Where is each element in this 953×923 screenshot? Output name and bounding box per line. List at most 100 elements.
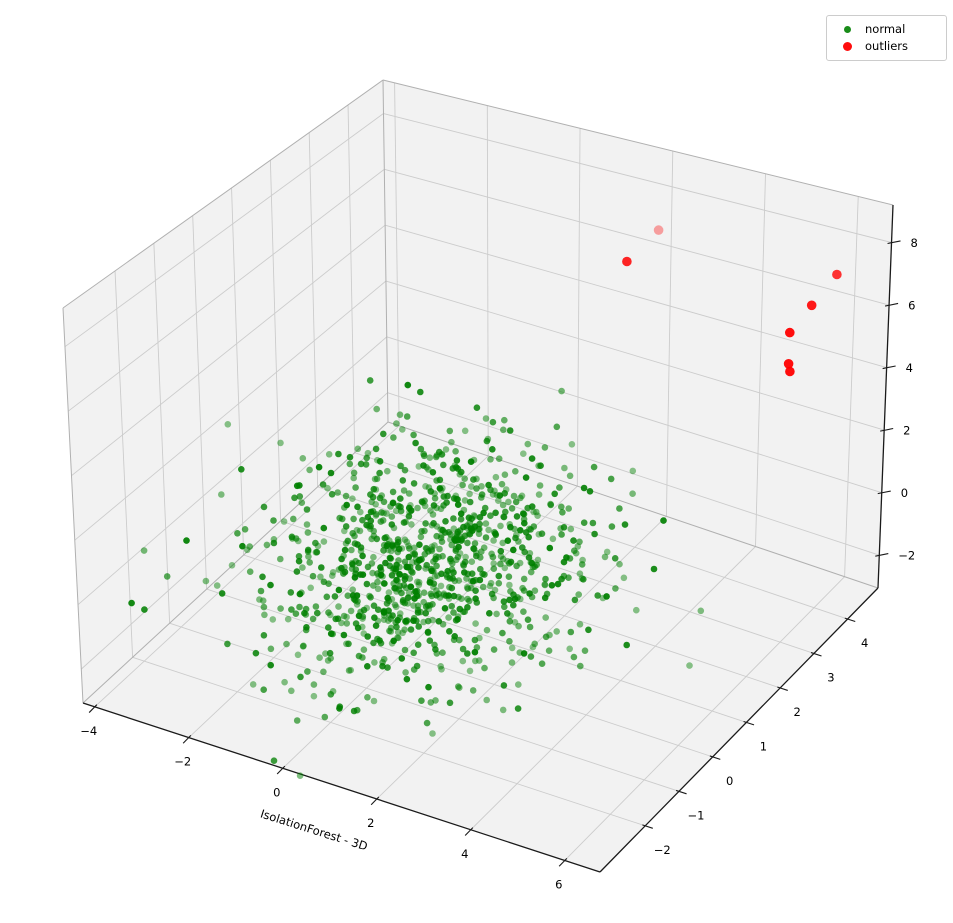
normal-point xyxy=(428,592,436,600)
normal-point xyxy=(447,531,454,538)
box-edge xyxy=(62,307,84,704)
outlier-point xyxy=(785,327,795,338)
normal-point xyxy=(490,594,497,602)
normal-point xyxy=(493,610,500,618)
normal-point xyxy=(303,521,311,528)
normal-point xyxy=(490,565,498,572)
normal-point xyxy=(450,569,457,576)
normal-point xyxy=(414,578,421,586)
normal-point xyxy=(417,608,424,616)
normal-point xyxy=(557,525,564,532)
normal-point xyxy=(270,757,278,764)
normal-point xyxy=(415,581,423,589)
normal-point xyxy=(410,649,418,657)
normal-point xyxy=(380,430,387,438)
normal-point xyxy=(228,562,236,569)
normal-point xyxy=(517,527,524,534)
normal-point xyxy=(527,526,534,533)
normal-point xyxy=(375,572,382,580)
y-tick xyxy=(642,824,653,829)
normal-point xyxy=(356,527,364,535)
normal-point xyxy=(461,427,469,435)
grid-line-y-floor xyxy=(206,588,713,758)
normal-point xyxy=(402,669,409,676)
z-tick-label: 6 xyxy=(908,299,915,313)
normal-point xyxy=(566,555,574,562)
normal-point xyxy=(267,661,275,669)
normal-point xyxy=(378,509,385,516)
normal-point xyxy=(466,597,473,605)
normal-point xyxy=(411,544,418,552)
box-edge xyxy=(62,79,384,309)
normal-point xyxy=(260,686,268,693)
normal-point xyxy=(421,497,428,505)
normal-point xyxy=(335,603,342,610)
normal-point xyxy=(403,675,411,683)
z-tick-label: 2 xyxy=(903,424,910,438)
normal-point xyxy=(304,668,311,675)
normal-point xyxy=(558,575,565,583)
normal-point xyxy=(571,596,579,604)
normal-point xyxy=(437,582,445,590)
normal-point xyxy=(128,599,135,607)
normal-point xyxy=(364,633,372,640)
normal-point xyxy=(432,697,439,704)
normal-point xyxy=(384,664,391,671)
normal-point xyxy=(334,489,342,496)
normal-point xyxy=(620,574,628,582)
normal-point xyxy=(472,620,479,627)
normal-point xyxy=(432,646,439,653)
normal-point xyxy=(388,572,396,579)
normal-point xyxy=(371,659,378,666)
normal-point xyxy=(427,579,434,586)
normal-point xyxy=(257,587,265,595)
normal-point xyxy=(331,593,339,600)
normal-point xyxy=(590,463,598,471)
box-edge xyxy=(387,421,879,589)
normal-point xyxy=(344,592,352,599)
normal-point xyxy=(412,439,419,447)
normal-point xyxy=(336,703,344,710)
legend: normal outliers xyxy=(826,15,947,61)
normal-point xyxy=(404,594,412,602)
normal-point xyxy=(406,545,413,552)
normal-point xyxy=(261,611,268,619)
normal-point xyxy=(349,495,356,503)
x-tick-label: 6 xyxy=(555,877,562,891)
normal-point xyxy=(513,513,521,520)
normal-point xyxy=(376,494,384,502)
normal-point xyxy=(497,560,504,568)
normal-point xyxy=(401,646,409,654)
normal-point xyxy=(430,567,437,575)
normal-point xyxy=(505,498,512,506)
y-tick-label: 0 xyxy=(726,774,733,788)
normal-point xyxy=(454,501,462,509)
normal-point xyxy=(603,593,610,600)
y-tick xyxy=(743,720,755,726)
normal-point xyxy=(352,566,360,573)
normal-point xyxy=(415,623,423,630)
normal-point xyxy=(328,491,336,498)
normal-point xyxy=(510,546,517,554)
normal-point xyxy=(349,586,357,593)
normal-point xyxy=(380,547,387,554)
normal-point xyxy=(284,615,292,623)
normal-point xyxy=(566,645,573,653)
grid-line-z-right xyxy=(384,224,887,369)
normal-point xyxy=(368,498,376,506)
normal-point xyxy=(327,611,334,619)
normal-point xyxy=(629,467,637,475)
normal-point xyxy=(558,387,565,395)
normal-point xyxy=(405,513,413,520)
normal-point xyxy=(397,503,404,511)
normal-point xyxy=(394,536,402,543)
normal-point xyxy=(542,575,549,583)
normal-point xyxy=(612,585,619,592)
normal-point xyxy=(472,657,479,665)
normal-point xyxy=(327,469,335,477)
normal-point xyxy=(457,510,465,517)
normal-point xyxy=(325,580,332,587)
normal-point xyxy=(585,626,592,634)
grid-line-x-wall xyxy=(394,82,400,426)
